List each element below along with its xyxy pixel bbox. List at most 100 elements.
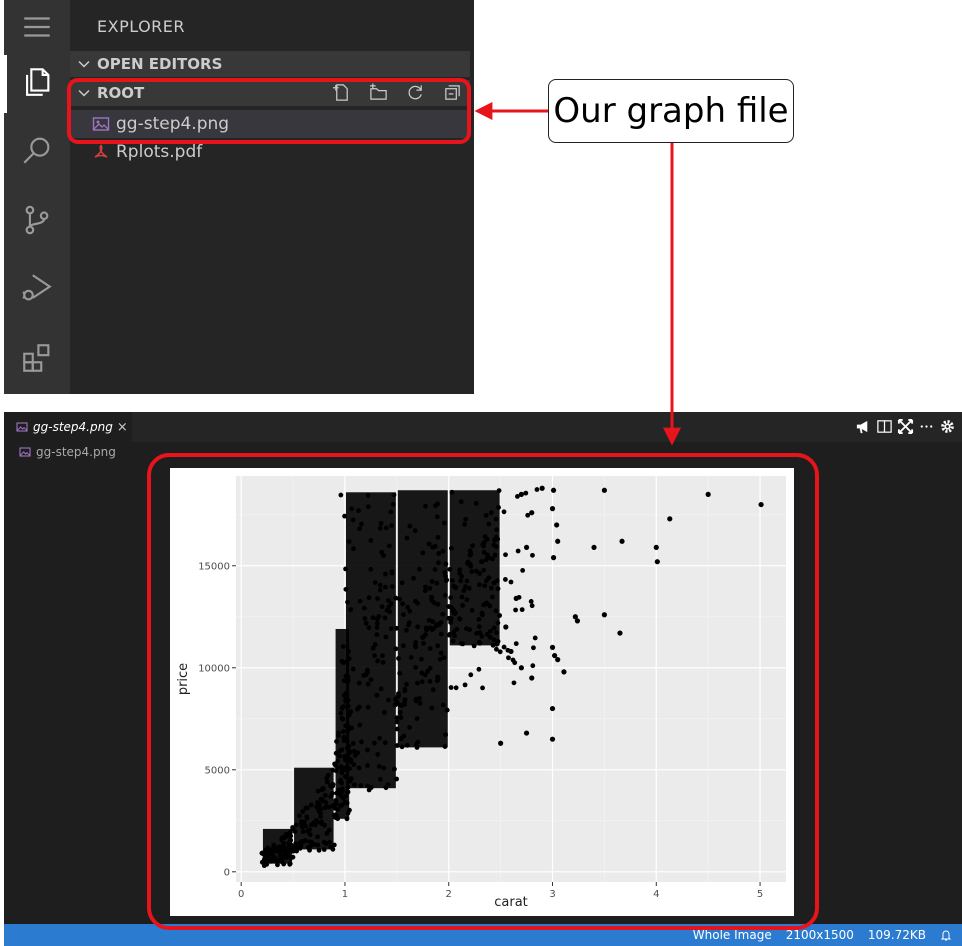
data-point	[457, 567, 463, 573]
data-point	[617, 630, 623, 636]
data-point	[457, 616, 463, 622]
megaphone-icon[interactable]	[855, 418, 872, 435]
data-point	[549, 644, 556, 650]
collapse-all-icon[interactable]	[443, 83, 462, 102]
data-point	[288, 855, 293, 861]
data-point	[528, 599, 534, 604]
data-point	[378, 521, 384, 526]
data-point	[374, 692, 380, 698]
source-control-icon[interactable]	[17, 200, 57, 240]
data-point	[485, 552, 490, 558]
close-icon[interactable]: ×	[116, 419, 128, 435]
data-point	[377, 582, 383, 588]
data-point	[323, 800, 329, 805]
gear-icon[interactable]	[939, 418, 956, 435]
data-point	[321, 847, 327, 852]
root-actions	[332, 83, 462, 102]
status-dimensions: 2100x1500	[785, 928, 854, 942]
data-point	[413, 742, 419, 748]
search-icon[interactable]	[17, 130, 57, 170]
run-debug-icon[interactable]	[17, 268, 57, 308]
image-file-icon	[16, 422, 28, 432]
data-point	[327, 783, 333, 788]
data-point	[420, 550, 426, 556]
status-zoom-mode[interactable]: Whole Image	[692, 928, 772, 942]
data-point	[495, 536, 501, 542]
data-point	[274, 858, 280, 864]
data-point	[396, 656, 401, 661]
data-point	[450, 638, 456, 644]
data-point	[381, 553, 386, 558]
data-point	[444, 707, 450, 713]
data-point	[550, 555, 557, 561]
x-tick-label: 3	[549, 889, 555, 900]
data-point	[434, 580, 440, 586]
data-point	[350, 517, 356, 523]
data-point	[325, 772, 331, 778]
data-point	[338, 764, 344, 769]
bell-icon[interactable]	[940, 929, 952, 941]
refresh-icon[interactable]	[406, 83, 425, 102]
data-point	[518, 665, 524, 671]
data-point	[429, 705, 435, 711]
data-point	[377, 776, 383, 782]
data-point	[555, 657, 561, 663]
data-point	[473, 501, 479, 506]
x-tick-label: 0	[238, 889, 244, 900]
data-point	[429, 579, 435, 584]
split-editor-icon[interactable]	[876, 418, 893, 435]
more-actions-icon[interactable]	[918, 418, 935, 435]
data-point	[346, 750, 352, 756]
extensions-icon[interactable]	[17, 338, 57, 378]
data-point	[501, 509, 507, 515]
data-point	[530, 552, 535, 558]
active-indicator	[4, 55, 7, 113]
tab-gg-step4[interactable]: gg-step4.png ×	[4, 412, 132, 442]
chevron-down-icon	[78, 60, 90, 68]
data-point	[312, 822, 318, 828]
data-point	[534, 487, 540, 492]
data-point	[448, 595, 454, 601]
files-icon[interactable]	[17, 62, 57, 102]
data-point	[376, 763, 382, 769]
data-point	[400, 612, 406, 617]
file-item-rplots[interactable]: Rplots.pdf	[70, 138, 470, 166]
data-point	[454, 626, 460, 632]
data-point	[440, 702, 446, 708]
x-axis-label: carat	[494, 895, 528, 910]
data-point	[368, 538, 374, 543]
explorer-window: EXPLORER OPEN EDITORS ROOT	[4, 0, 474, 394]
data-point	[374, 632, 380, 638]
data-point	[501, 644, 507, 650]
data-point	[348, 776, 354, 782]
data-point	[417, 700, 423, 706]
data-point	[427, 678, 433, 684]
menu-icon[interactable]	[17, 7, 57, 47]
open-editors-section[interactable]: OPEN EDITORS	[70, 51, 470, 77]
data-point	[342, 513, 347, 519]
data-point	[380, 653, 385, 659]
data-point	[346, 743, 352, 749]
root-folder-section[interactable]: ROOT	[70, 80, 470, 106]
fullscreen-icon[interactable]	[897, 418, 914, 435]
data-point	[388, 601, 394, 607]
new-file-icon[interactable]	[332, 83, 351, 102]
data-point	[380, 660, 386, 665]
data-point	[388, 509, 394, 515]
data-point	[474, 568, 479, 574]
breadcrumb[interactable]: gg-step4.png	[19, 445, 116, 459]
data-point	[479, 559, 484, 564]
data-point	[490, 556, 495, 562]
data-point	[338, 803, 344, 809]
data-point	[392, 766, 397, 772]
data-point	[460, 603, 466, 608]
data-point	[438, 631, 444, 637]
file-item-gg-step4[interactable]: gg-step4.png	[70, 110, 470, 138]
data-point	[483, 513, 489, 518]
data-point	[351, 748, 357, 754]
new-folder-icon[interactable]	[369, 83, 388, 102]
data-point	[343, 586, 349, 592]
data-point	[290, 845, 296, 850]
data-point	[619, 538, 625, 544]
data-point	[382, 740, 388, 746]
